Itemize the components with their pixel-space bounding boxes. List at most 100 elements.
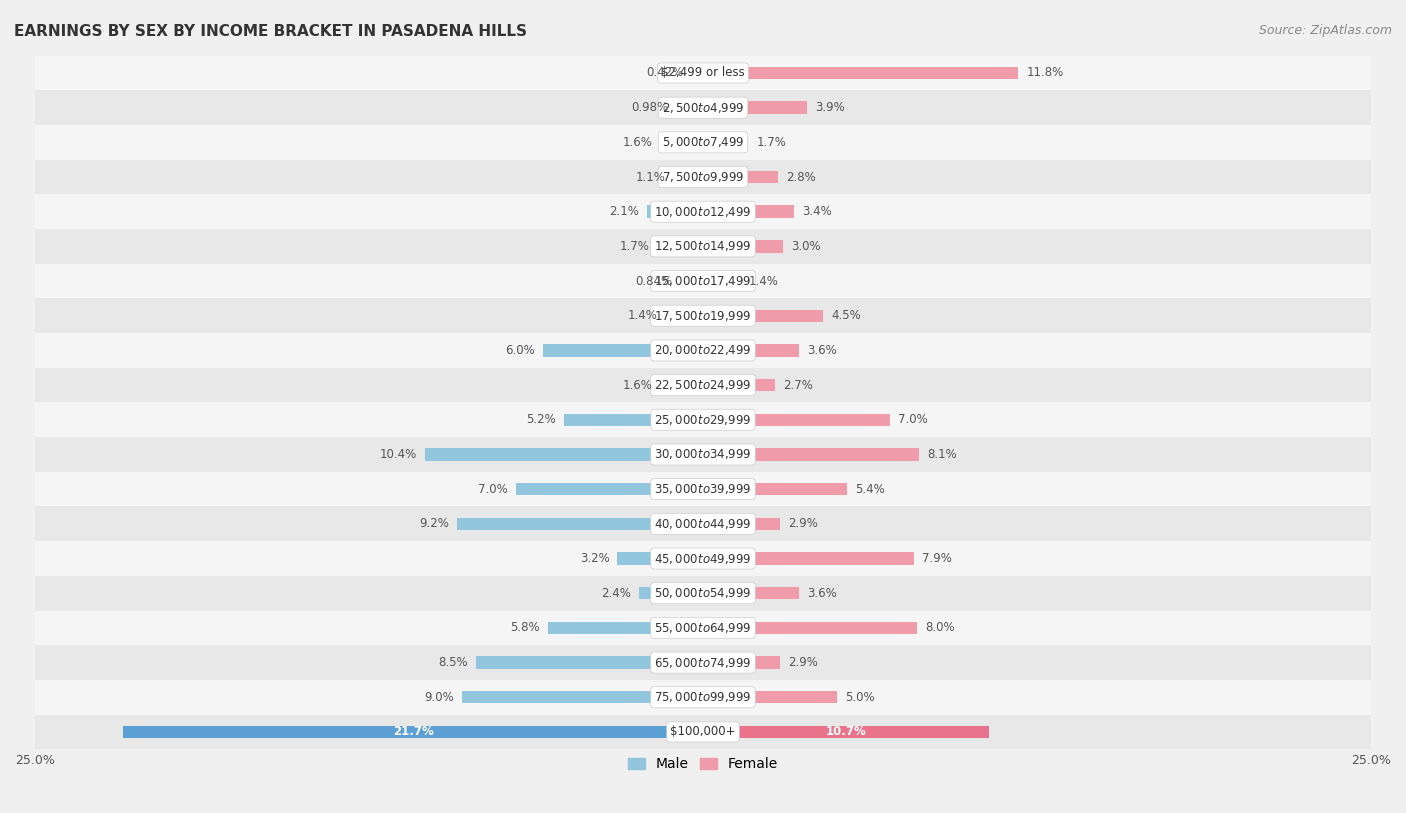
Bar: [703, 379, 775, 391]
Bar: [457, 518, 703, 530]
Bar: [703, 136, 748, 149]
Bar: [692, 67, 703, 79]
Bar: [703, 240, 783, 253]
Text: 9.2%: 9.2%: [419, 517, 449, 530]
Bar: [35, 194, 1371, 229]
Text: $45,000 to $49,999: $45,000 to $49,999: [654, 551, 752, 566]
Text: 11.8%: 11.8%: [1026, 67, 1063, 80]
Bar: [35, 437, 1371, 472]
Text: 6.0%: 6.0%: [505, 344, 534, 357]
Bar: [35, 367, 1371, 402]
Bar: [463, 691, 703, 703]
Bar: [35, 90, 1371, 125]
Bar: [35, 159, 1371, 194]
Text: 10.4%: 10.4%: [380, 448, 418, 461]
Text: $100,000+: $100,000+: [671, 725, 735, 738]
Text: 3.0%: 3.0%: [792, 240, 821, 253]
Text: 0.98%: 0.98%: [631, 101, 669, 114]
Text: 2.1%: 2.1%: [609, 205, 638, 218]
Text: 1.6%: 1.6%: [623, 379, 652, 392]
Bar: [703, 587, 799, 599]
Bar: [703, 310, 824, 322]
Bar: [35, 715, 1371, 750]
Text: 1.4%: 1.4%: [627, 309, 658, 322]
Text: Source: ZipAtlas.com: Source: ZipAtlas.com: [1258, 24, 1392, 37]
Text: 3.9%: 3.9%: [815, 101, 845, 114]
Bar: [35, 680, 1371, 715]
Text: $25,000 to $29,999: $25,000 to $29,999: [654, 413, 752, 427]
Bar: [703, 102, 807, 114]
Text: 1.6%: 1.6%: [623, 136, 652, 149]
Text: 3.2%: 3.2%: [579, 552, 609, 565]
Bar: [35, 55, 1371, 90]
Bar: [658, 240, 703, 253]
Text: 4.5%: 4.5%: [831, 309, 860, 322]
Text: $5,000 to $7,499: $5,000 to $7,499: [662, 135, 744, 150]
Text: 5.4%: 5.4%: [855, 483, 884, 496]
Bar: [647, 206, 703, 218]
Bar: [35, 611, 1371, 646]
Bar: [703, 344, 799, 357]
Text: 5.2%: 5.2%: [526, 413, 555, 426]
Bar: [35, 541, 1371, 576]
Text: 5.8%: 5.8%: [510, 621, 540, 634]
Text: 8.0%: 8.0%: [925, 621, 955, 634]
Text: 1.7%: 1.7%: [756, 136, 786, 149]
Bar: [35, 229, 1371, 263]
Bar: [703, 726, 988, 738]
Text: 10.7%: 10.7%: [825, 725, 866, 738]
Bar: [676, 102, 703, 114]
Bar: [703, 656, 780, 669]
Text: EARNINGS BY SEX BY INCOME BRACKET IN PASADENA HILLS: EARNINGS BY SEX BY INCOME BRACKET IN PAS…: [14, 24, 527, 39]
Text: $30,000 to $34,999: $30,000 to $34,999: [654, 447, 752, 462]
Bar: [661, 136, 703, 149]
Bar: [35, 263, 1371, 298]
Text: 7.9%: 7.9%: [922, 552, 952, 565]
Text: 8.1%: 8.1%: [928, 448, 957, 461]
Text: $2,500 to $4,999: $2,500 to $4,999: [662, 101, 744, 115]
Bar: [703, 691, 837, 703]
Text: 0.84%: 0.84%: [636, 275, 672, 288]
Text: 7.0%: 7.0%: [478, 483, 508, 496]
Bar: [543, 344, 703, 357]
Bar: [703, 448, 920, 461]
Text: 7.0%: 7.0%: [898, 413, 928, 426]
Text: 1.7%: 1.7%: [620, 240, 650, 253]
Text: 2.8%: 2.8%: [786, 171, 815, 184]
Text: 1.4%: 1.4%: [748, 275, 779, 288]
Bar: [703, 275, 741, 287]
Text: $75,000 to $99,999: $75,000 to $99,999: [654, 690, 752, 704]
Bar: [124, 726, 703, 738]
Text: $10,000 to $12,499: $10,000 to $12,499: [654, 205, 752, 219]
Bar: [35, 472, 1371, 506]
Bar: [516, 483, 703, 495]
Bar: [35, 506, 1371, 541]
Text: 0.42%: 0.42%: [647, 67, 683, 80]
Text: $15,000 to $17,499: $15,000 to $17,499: [654, 274, 752, 288]
Bar: [425, 448, 703, 461]
Text: 9.0%: 9.0%: [425, 691, 454, 704]
Bar: [703, 483, 848, 495]
Text: $40,000 to $44,999: $40,000 to $44,999: [654, 517, 752, 531]
Bar: [35, 646, 1371, 680]
Legend: Male, Female: Male, Female: [623, 752, 783, 777]
Text: 21.7%: 21.7%: [392, 725, 433, 738]
Bar: [681, 275, 703, 287]
Text: 5.0%: 5.0%: [845, 691, 875, 704]
Bar: [703, 67, 1018, 79]
Text: 3.4%: 3.4%: [801, 205, 831, 218]
Text: 2.7%: 2.7%: [783, 379, 813, 392]
Text: $20,000 to $22,499: $20,000 to $22,499: [654, 343, 752, 358]
Bar: [703, 518, 780, 530]
Bar: [617, 552, 703, 565]
Bar: [638, 587, 703, 599]
Text: $50,000 to $54,999: $50,000 to $54,999: [654, 586, 752, 600]
Text: $22,500 to $24,999: $22,500 to $24,999: [654, 378, 752, 392]
Bar: [665, 310, 703, 322]
Text: $35,000 to $39,999: $35,000 to $39,999: [654, 482, 752, 496]
Bar: [703, 414, 890, 426]
Bar: [703, 206, 794, 218]
Bar: [475, 656, 703, 669]
Text: $65,000 to $74,999: $65,000 to $74,999: [654, 655, 752, 670]
Text: 2.9%: 2.9%: [789, 656, 818, 669]
